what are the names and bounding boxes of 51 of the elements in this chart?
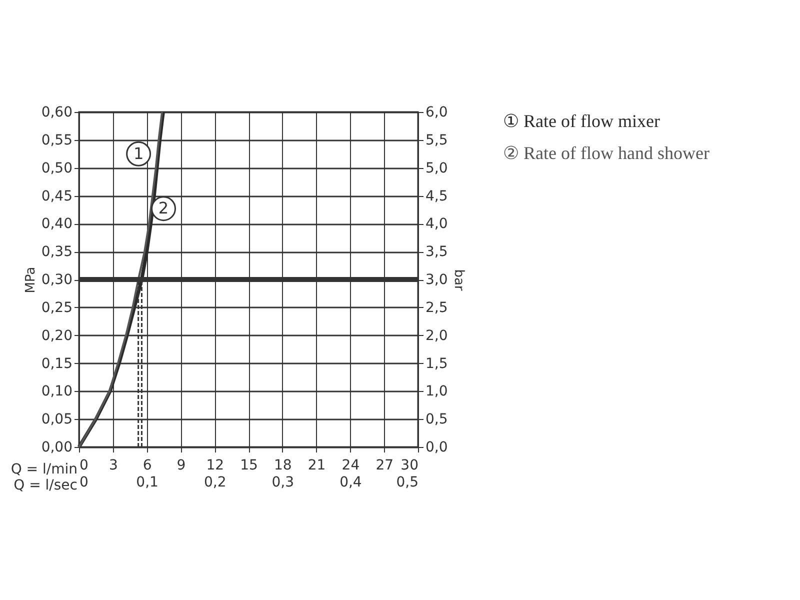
y2-tick-label: 3,0 xyxy=(426,272,448,288)
y2-tick-label: 5,0 xyxy=(426,160,448,176)
x-tick-label: 24 xyxy=(342,458,360,474)
y-tick-label: 0,45 xyxy=(41,188,72,204)
y2-tick-label: 4,0 xyxy=(426,216,448,232)
y-tick-label: 0,60 xyxy=(41,104,72,120)
y2-tick-label: 4,5 xyxy=(426,188,448,204)
x-tick-label: 18 xyxy=(274,458,292,474)
y2-tick-label: 3,5 xyxy=(426,244,448,260)
y-axis-title: MPa xyxy=(23,266,38,294)
y-tick-label: 0,30 xyxy=(41,272,72,288)
y-tick-label: 0,00 xyxy=(41,440,72,456)
y-tick-label: 0,35 xyxy=(41,244,72,260)
y2-tick-label: 2,5 xyxy=(426,300,448,316)
x2-tick-label: 0,3 xyxy=(272,474,294,490)
y-tick-label: 0,40 xyxy=(41,216,72,232)
x-tick-label: 3 xyxy=(108,458,118,474)
x-tick-label: 0 xyxy=(80,458,88,474)
x2-tick-label: 0,5 xyxy=(396,474,418,490)
x2-tick-label: 0 xyxy=(80,474,88,490)
annotation: 2 xyxy=(158,198,169,218)
x2-tick-label: 0,4 xyxy=(340,474,362,490)
y-tick-label: 0,50 xyxy=(41,160,72,176)
x-tick-label: 21 xyxy=(308,458,326,474)
x2-axis-title: Q = l/sec xyxy=(14,478,78,494)
y2-tick-label: 2,0 xyxy=(426,328,448,344)
y2-tick-label: 0,5 xyxy=(426,412,448,428)
y2-tick-label: 0,0 xyxy=(426,440,448,456)
x2-tick-label: 0,1 xyxy=(136,474,158,490)
x-tick-label: 12 xyxy=(206,458,224,474)
x-tick-label: 6 xyxy=(142,458,152,474)
x-axis-title: Q = l/min xyxy=(10,462,78,478)
y-tick-label: 0,10 xyxy=(41,384,72,400)
y2-tick-label: 5,5 xyxy=(426,132,448,148)
text: ② Rate of flow hand shower xyxy=(503,143,710,163)
x-tick-label: 27 xyxy=(376,458,394,474)
x2-tick-label: 0,2 xyxy=(204,474,226,490)
y-tick-label: 0,55 xyxy=(41,132,72,148)
y2-axis-title: bar xyxy=(450,269,466,292)
y2-tick-label: 1,5 xyxy=(426,356,448,372)
y-tick-label: 0,05 xyxy=(41,412,72,428)
x-tick-label: 9 xyxy=(176,458,186,474)
y-tick-label: 0,15 xyxy=(41,356,72,372)
annotation: 1 xyxy=(133,144,144,163)
y2-tick-label: 6,0 xyxy=(426,104,448,120)
x-tick-label: 30 xyxy=(400,458,418,474)
x-tick-label: 15 xyxy=(240,458,258,474)
y-tick-label: 0,20 xyxy=(41,328,72,344)
y-tick-label: 0,25 xyxy=(41,300,72,316)
y2-tick-label: 1,0 xyxy=(426,384,448,400)
text: ① Rate of flow mixer xyxy=(503,111,660,131)
